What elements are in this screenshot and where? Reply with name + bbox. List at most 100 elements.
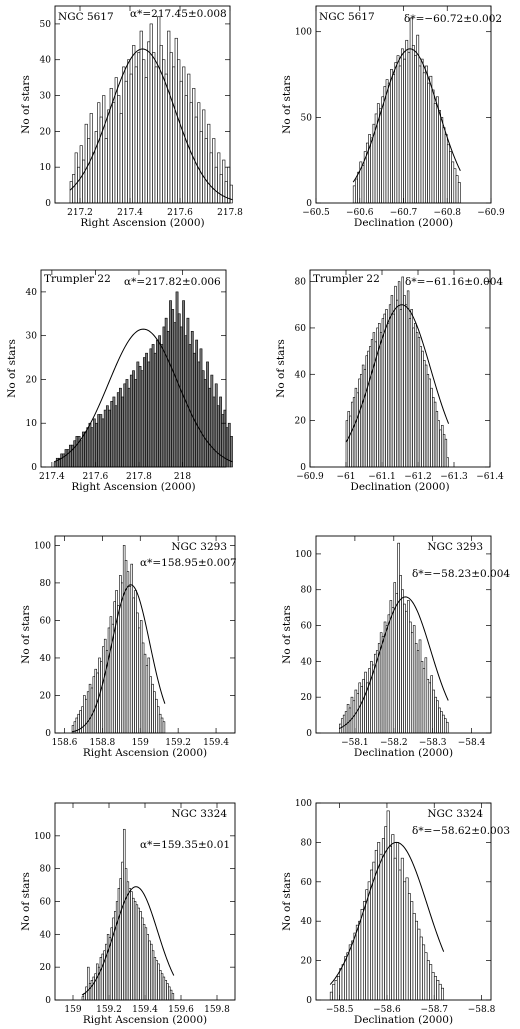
histogram-bar [121, 396, 125, 468]
y-tick-label: 0 [45, 729, 51, 739]
panel-ngc3293-dec: −58.1 −58.2 −58.3 −58.4 0 20 40 60 80 100 Declinat… [281, 535, 510, 759]
histogram-bar [152, 52, 156, 204]
histogram-bar [79, 145, 83, 204]
histogram-bar [112, 396, 116, 468]
histogram-bar [147, 361, 151, 468]
histogram-bar [422, 72, 426, 204]
histogram-bar [386, 810, 390, 1001]
histogram-bar [60, 453, 64, 468]
histogram-bar [187, 73, 191, 204]
histogram-bar [204, 138, 208, 204]
histogram-bar [119, 387, 122, 468]
histogram-bar [184, 95, 188, 204]
histogram-bar [419, 936, 423, 1001]
histogram-bar [188, 344, 192, 468]
y-tick-label: 100 [34, 832, 51, 842]
histogram-bar [424, 952, 428, 1001]
histogram-bar [107, 109, 111, 204]
fit-center-annotation: α*=217.45±0.008 [130, 8, 227, 20]
histogram-bar [119, 113, 123, 204]
histogram-bar [217, 152, 221, 204]
x-tick-label: −58.4 [458, 738, 486, 748]
y-tick-label: 100 [295, 28, 312, 38]
histogram-bar [353, 932, 357, 1001]
histogram-bar [444, 718, 447, 734]
x-tick-label: 217.2 [67, 208, 93, 218]
histogram-bar [361, 165, 365, 204]
y-tick-label: 0 [45, 199, 51, 209]
y-tick-label: 40 [40, 930, 52, 940]
panel-ngc3293-ra: 158.6 158.8 159 159.2 159.4 0 20 40 60 80 100 Right… [20, 535, 237, 759]
histogram-bar [160, 344, 164, 468]
histogram-bar [114, 77, 118, 204]
y-tick-label: 100 [295, 550, 312, 560]
histogram-bar [73, 440, 77, 468]
x-tick-label: −61.1 [368, 472, 396, 482]
x-tick-label: −60.6 [346, 208, 374, 218]
x-tick-label: −60.9 [477, 208, 505, 218]
y-tick-label: 20 [295, 417, 307, 427]
histogram-bar [95, 422, 98, 468]
y-axis-label: No of stars [275, 339, 287, 398]
histogram-bar [422, 944, 426, 1001]
histogram-bar [103, 409, 107, 468]
y-tick-label: 50 [301, 113, 313, 123]
panel-ngc5617-dec: −60.5 −60.6 −60.7 −60.8 −60.9 0 50 100 Declinati… [281, 5, 505, 229]
y-tick-label: 80 [40, 579, 52, 589]
histogram-bar [409, 621, 412, 734]
histogram-bar [179, 80, 183, 204]
x-tick-label: −60.5 [302, 208, 330, 218]
histogram-bar [99, 116, 103, 204]
histogram-bar [192, 88, 196, 204]
histogram-bar [197, 102, 201, 204]
histogram-bar [174, 37, 178, 204]
histogram-bar [90, 427, 94, 468]
histogram-bar [167, 30, 171, 204]
histogram-bar [412, 625, 416, 734]
y-tick-label: 40 [301, 657, 313, 667]
histogram-bar [433, 976, 437, 1001]
x-axis-label: Declination (2000) [354, 217, 453, 229]
histogram-bar [186, 317, 190, 468]
x-tick-label: 217.8 [126, 472, 152, 482]
histogram-bar [396, 842, 400, 1001]
histogram-bar [79, 440, 83, 468]
histogram-bar [66, 449, 70, 468]
histogram-bar [145, 352, 148, 468]
histogram-bar [426, 678, 430, 734]
histogram-bar [341, 964, 345, 1001]
histogram-bar [446, 457, 449, 468]
histogram-bar [104, 138, 108, 204]
histogram-bar [134, 379, 138, 468]
histogram-bar [426, 960, 430, 1001]
histogram-bar [420, 58, 424, 204]
histogram-bar [391, 834, 395, 1001]
x-axis-label: Right Ascension (2000) [83, 747, 207, 759]
y-tick-label: 0 [306, 199, 312, 209]
y-tick-label: 100 [295, 799, 312, 809]
histogram-bar [179, 326, 183, 468]
histogram-bar [416, 650, 420, 734]
histogram-bar [199, 131, 203, 204]
x-tick-label: 159.6 [168, 1005, 194, 1015]
histogram-bar [149, 23, 153, 204]
histogram-bar [72, 174, 76, 204]
histogram-bar [197, 361, 201, 468]
histogram-bar [364, 671, 367, 734]
histogram-bar [182, 300, 185, 468]
histogram-bar [440, 117, 444, 204]
histogram-bar [117, 95, 121, 204]
histogram-bar [84, 123, 88, 204]
x-tick-label: 159.2 [96, 1005, 122, 1015]
y-tick-label: 40 [40, 654, 52, 664]
x-tick-label: 159.4 [132, 1005, 158, 1015]
histogram-bar [110, 401, 114, 468]
x-tick-label: 218 [174, 472, 191, 482]
histogram-bar [64, 449, 68, 468]
histogram-bar [142, 59, 146, 204]
histogram-bar [132, 45, 136, 204]
histogram-bar [53, 462, 57, 468]
histogram-bar [210, 374, 214, 468]
y-tick-label: 40 [295, 370, 307, 380]
histogram-bar [417, 928, 421, 1001]
